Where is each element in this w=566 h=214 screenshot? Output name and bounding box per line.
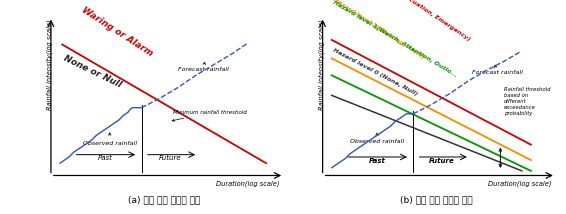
- Text: Minimum rainfall threshold: Minimum rainfall threshold: [172, 110, 247, 121]
- Text: Hazard level 1(Watch, Attention, Outlo...: Hazard level 1(Watch, Attention, Outlo..…: [332, 0, 457, 78]
- Text: Forecast rainfall: Forecast rainfall: [472, 65, 523, 75]
- Text: Rainfall threshold
based on
different
exceedance
probability: Rainfall threshold based on different ex…: [504, 88, 550, 116]
- Text: Rainfall intensity(log scale): Rainfall intensity(log scale): [46, 20, 53, 110]
- Text: Duration(log scale): Duration(log scale): [216, 180, 280, 187]
- Text: Duration(log scale): Duration(log scale): [488, 180, 551, 187]
- Text: Forecast rainfall: Forecast rainfall: [178, 62, 229, 72]
- Text: (b) 최근 강우 한계선 연구: (b) 최근 강우 한계선 연구: [400, 196, 472, 205]
- Text: Future: Future: [158, 155, 181, 161]
- Text: Observed rainfall: Observed rainfall: [350, 133, 404, 144]
- Text: Future: Future: [428, 158, 454, 164]
- Text: Rainfall intensity(log scale): Rainfall intensity(log scale): [318, 20, 325, 110]
- Text: Hazard level 2(Warning, Alert): Hazard level 2(Warning, Alert): [332, 0, 424, 60]
- Text: Past: Past: [368, 158, 385, 164]
- Text: Hazard level 0 (None, Null): Hazard level 0 (None, Null): [332, 48, 418, 97]
- Text: Waring or Alarm: Waring or Alarm: [80, 6, 155, 58]
- Text: Observed rainfall: Observed rainfall: [83, 133, 137, 146]
- Text: None or Null: None or Null: [62, 54, 123, 89]
- Text: (a) 기존 강우 한계선 연구: (a) 기존 강우 한계선 연구: [128, 196, 200, 205]
- Text: Past: Past: [98, 155, 113, 161]
- Text: Hazard level 3(Alarm, Evacuation, Emergency): Hazard level 3(Alarm, Evacuation, Emerge…: [332, 0, 471, 42]
